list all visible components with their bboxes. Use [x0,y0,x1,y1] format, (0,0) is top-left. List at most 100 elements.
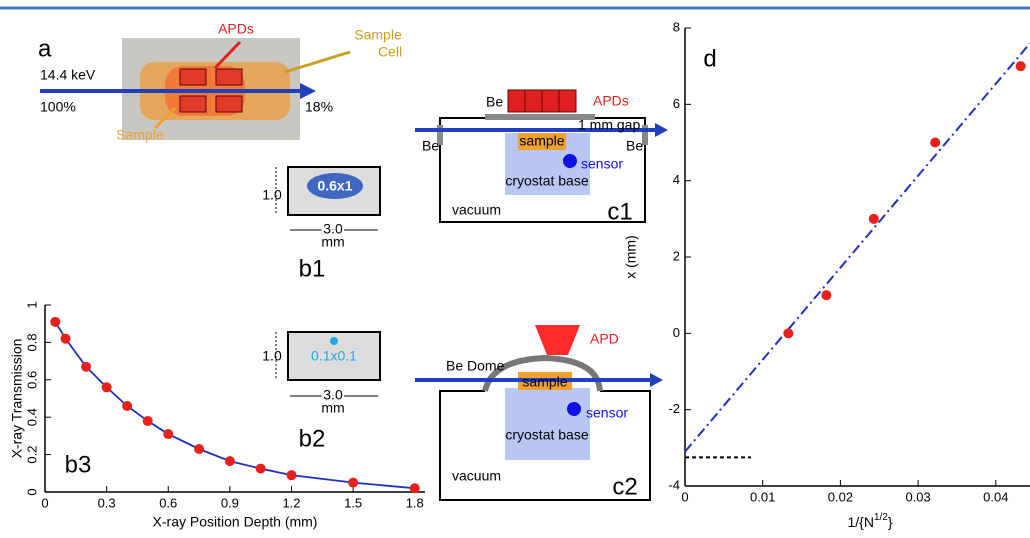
y-tick-label: 0 [673,325,680,340]
x-axis-label-part: 1/2 [874,512,888,523]
vacuum-label: vacuum [452,202,501,218]
x-tick-label: 0.02 [828,489,853,504]
x-axis-label: X-ray Position Depth (mm) [153,514,318,530]
x-tick-label: 0 [41,495,48,510]
apd [179,95,207,113]
x-tick-label: 0.03 [905,489,930,504]
data-point [868,213,879,224]
sample-label: Sample [116,127,164,143]
sample [518,133,566,150]
data-point [81,361,92,372]
x-axis-label: 1/{N1/2} [847,512,892,530]
panel-label: b2 [299,425,326,452]
y-tick-label: 0.8 [24,333,39,351]
data-point [163,429,174,440]
y-tick-label: 0.4 [24,408,39,426]
x-tick-label: 0.04 [983,489,1008,504]
y-tick-label: 1 [24,301,39,308]
unit: mm [321,234,344,250]
apd [215,68,243,86]
y-axis-label: x (mm) [623,235,639,279]
panel-label: b1 [299,255,326,282]
apd [215,95,243,113]
arrow-head [655,123,668,137]
apds-label: APDs [593,93,629,109]
data-point [101,382,112,393]
apd-label: APD [590,331,619,347]
apd [179,68,207,86]
data-point [142,415,153,426]
sensor-label: sensor [581,156,623,172]
cell-label: Cell [378,44,402,60]
charts: 0 0.3 0.6 0.9 1.2 1.5 1.8 0 0.2 0.4 0.6 0.8 1 b3 X-ray… [9,19,1030,530]
x-tick-label: 0.3 [98,495,116,510]
y-tick-label: 0.6 [24,371,39,389]
chamber [439,390,651,501]
annotation: d [703,45,716,72]
panel-c1: APDs Be 1 mm gap Be Be sample sensor cry… [415,89,668,225]
be-label: Be [486,94,503,110]
vacuum-label: vacuum [452,468,501,484]
cryostat [505,388,590,460]
y-tick-label: 4 [673,172,680,187]
dome-label: Be Dome [446,358,505,374]
x-axis-label-part: 1/{N [847,514,873,530]
data-point [821,290,832,301]
panel-b2: 0.1x0.1 1.0 3.0 mm b2 [262,331,381,452]
panel-label: c2 [612,473,637,500]
box [287,331,381,381]
data-point [286,470,297,481]
be-window [642,125,648,145]
y-tick-label: 0 [24,488,39,495]
base-label: cryostat base [505,427,588,443]
pointer [284,50,351,74]
x-tick-label: 0.9 [221,495,239,510]
panel-label: c1 [607,198,632,225]
unit: mm [321,400,344,416]
y-tick-label: -4 [668,477,680,492]
data-point [1015,61,1026,72]
energy: 14.4 keV [40,67,96,83]
pointer [213,40,242,70]
be-window [437,125,443,145]
y-tick-label: 0.2 [24,446,39,464]
spot [307,173,363,199]
annotation: b3 [65,451,92,478]
arrow-head [300,83,316,99]
out-pct: 18% [305,99,333,115]
x-tick-label: 0 [681,489,688,504]
spot-label: 0.1x0.1 [311,348,357,364]
x-axis-label-part: } [888,514,893,530]
panel-c2: APD Be Dome sample sensor cryostat base … [415,325,663,501]
in-pct: 100% [40,99,76,115]
data-point [348,477,359,488]
y-tick-label: 8 [673,19,680,34]
data-point [194,443,205,454]
data-point [224,456,235,467]
width: 3.0 [323,221,343,237]
height: 1.0 [262,187,282,203]
pointer [153,106,177,130]
sample-label: sample [522,374,567,390]
y-tick-label: 2 [673,248,680,263]
apd-array [507,89,577,113]
panel-label: a [38,35,52,62]
fit-line [684,42,1030,453]
panel-b1: 0.6x1 1.0 3.0 mm b1 [262,166,381,282]
sample-label: sample [519,133,564,149]
spot-label: 0.6x1 [317,178,352,194]
data-point [783,328,794,339]
height: 1.0 [262,348,282,364]
sensor-dot [567,402,581,416]
data-point [122,400,133,411]
y-tick-label: -2 [668,401,680,416]
y-tick-label: 6 [673,96,680,111]
apds-label: APDs [218,21,254,37]
y-axis-label: X-ray Transmission [9,339,25,459]
panel-a: a APDs Sample Cell 14.4 keV 100% 18% Sam… [38,21,402,143]
be-label: Be [422,138,439,154]
be-dome [482,354,603,392]
arrow-head [650,373,663,387]
x-tick-label: 0.01 [750,489,775,504]
